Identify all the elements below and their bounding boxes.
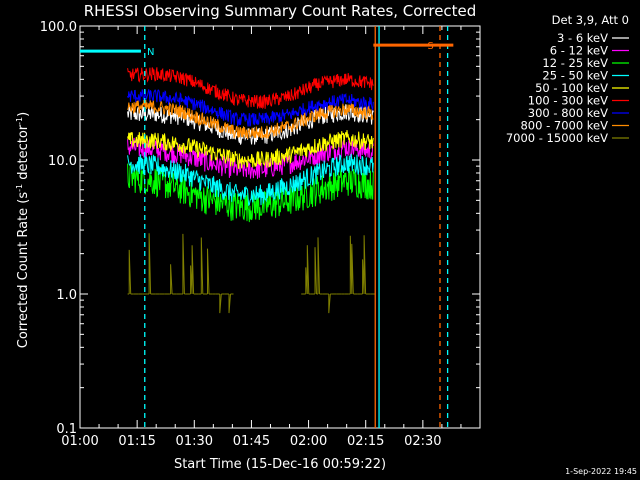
legend-label-6: 300 - 800 keV <box>528 106 608 120</box>
y-axis-label-exp2: -1 <box>15 117 24 125</box>
legend-label-2: 12 - 25 keV <box>542 56 608 70</box>
chart-title: RHESSI Observing Summary Count Rates, Co… <box>84 2 477 20</box>
y-axis-label-end: ) <box>16 112 31 117</box>
plot-area: NS <box>79 25 481 429</box>
legend-label-0: 3 - 6 keV <box>557 31 608 45</box>
x-tick-label: 01:30 <box>176 434 213 449</box>
flag-label-1: S <box>427 41 433 52</box>
x-tick-label: 02:00 <box>290 434 327 449</box>
legend-label-7: 800 - 7000 keV <box>520 119 608 133</box>
legend-header: Det 3,9, Att 0 <box>552 13 629 27</box>
series-line-1 <box>127 137 374 179</box>
y-tick-label: 1.0 <box>56 288 77 303</box>
plot-frame <box>79 25 481 429</box>
y-tick-label: 10.0 <box>48 154 77 169</box>
y-axis-label: Corrected Count Rate (s-1 detector-1) <box>15 112 31 348</box>
series-line-8 <box>127 233 375 314</box>
x-tick-label: 01:15 <box>118 434 155 449</box>
legend-label-4: 50 - 100 keV <box>535 81 608 95</box>
y-axis-label-exp1: -1 <box>15 184 24 192</box>
series-line-5 <box>127 67 374 110</box>
series-line-2 <box>127 162 374 223</box>
x-tick-label: 02:15 <box>347 434 384 449</box>
footer-date: 1-Sep-2022 19:45 <box>565 467 637 476</box>
y-tick-label: 100.0 <box>40 20 77 35</box>
legend-label-1: 6 - 12 keV <box>550 44 608 58</box>
x-tick-label: 01:00 <box>61 434 98 449</box>
x-tick-label: 01:45 <box>233 434 270 449</box>
series-line-6 <box>127 89 374 127</box>
legend-label-5: 100 - 300 keV <box>528 94 608 108</box>
flag-label-0: N <box>147 47 154 58</box>
y-axis: 0.1 1.0 10.0 100.0 <box>40 20 480 437</box>
y-tick-label: 0.1 <box>56 422 77 437</box>
x-axis: 01:00 01:15 01:30 01:45 02:00 02:15 02:30 <box>61 26 462 449</box>
series-line-7 <box>127 99 374 139</box>
x-tick-label: 02:30 <box>404 434 441 449</box>
series-line-3 <box>127 153 374 206</box>
legend-label-3: 25 - 50 keV <box>542 69 608 83</box>
y-axis-label-main: Corrected Count Rate (s <box>16 192 31 349</box>
x-axis-label: Start Time (15-Dec-16 00:59:22) <box>174 457 386 472</box>
legend-label-8: 7000 - 15000 keV <box>506 131 608 145</box>
y-axis-label-mid: detector <box>16 124 31 184</box>
series-line-4 <box>127 129 374 170</box>
